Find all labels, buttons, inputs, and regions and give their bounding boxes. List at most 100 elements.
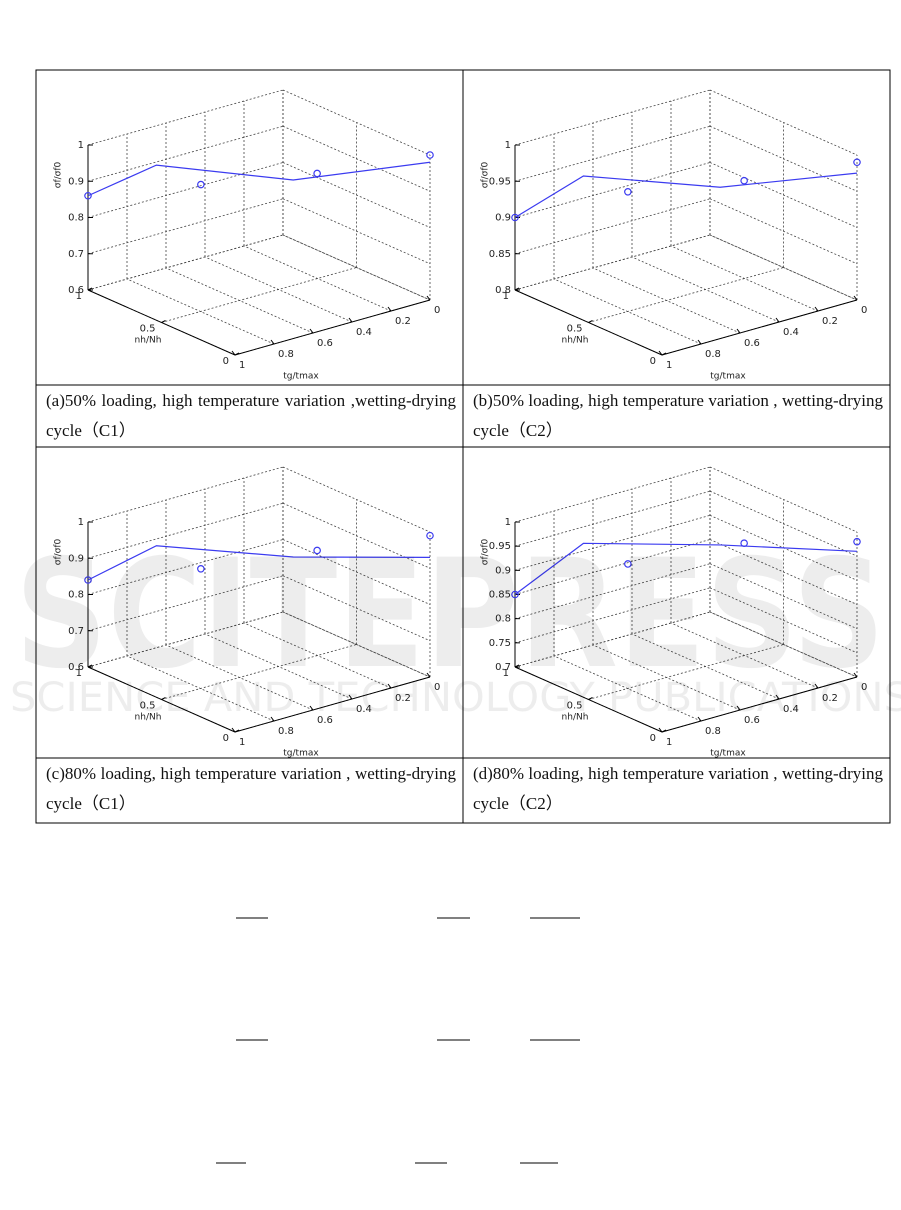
caption: (b)50% loading, high temperature variati… xyxy=(473,391,883,440)
x-tick-label: 0.6 xyxy=(317,715,333,726)
x-tick xyxy=(775,694,780,700)
grid-line xyxy=(87,502,284,559)
x-tick-label: 0.6 xyxy=(744,715,760,726)
chart: 0.60.70.80.9100.5100.20.40.60.81σf/σf0nh… xyxy=(54,466,440,759)
x-axis-label: tg/tmax xyxy=(283,749,319,759)
grid-line xyxy=(514,539,711,595)
z-tick-label: 1 xyxy=(78,140,84,151)
data-point xyxy=(313,546,321,555)
y-tick-label: 0 xyxy=(650,733,656,744)
chart: 0.70.750.80.850.90.95100.5100.20.40.60.8… xyxy=(481,466,867,759)
z-tick-label: 0.95 xyxy=(489,541,511,552)
x-tick xyxy=(736,328,741,334)
x-tick-label: 0.8 xyxy=(278,349,294,360)
y-tick-label: 1 xyxy=(76,668,82,679)
x-tick-label: 0 xyxy=(861,305,867,316)
x-tick xyxy=(387,683,392,689)
data-line xyxy=(514,542,858,595)
caption: (a)50% loading, high temperature variati… xyxy=(46,391,456,440)
grid-line xyxy=(514,125,711,182)
x-axis-label: tg/tmax xyxy=(283,372,319,382)
grid-line xyxy=(670,245,819,312)
data-line xyxy=(514,172,858,219)
chart: 0.80.850.90.95100.5100.20.40.60.81σf/σf0… xyxy=(481,89,867,382)
x-tick xyxy=(775,317,780,323)
y-tick xyxy=(161,320,166,323)
x-tick xyxy=(814,306,819,312)
y-tick xyxy=(161,697,166,700)
x-axis-label: tg/tmax xyxy=(710,372,746,382)
equation-fraction-bars xyxy=(216,917,580,1164)
data-line xyxy=(87,545,431,581)
y-tick-label: 1 xyxy=(503,291,509,302)
x-tick-label: 0.4 xyxy=(783,327,799,338)
caption: (c)80% loading, high temperature variati… xyxy=(46,764,456,813)
z-tick-label: 0.7 xyxy=(495,662,511,673)
data-point xyxy=(313,169,321,178)
grid-line xyxy=(87,89,284,146)
x-tick-label: 0 xyxy=(861,682,867,693)
x-tick-label: 0.2 xyxy=(822,693,838,704)
z-tick-label: 0.8 xyxy=(495,285,511,296)
y-tick-label: 0 xyxy=(223,733,229,744)
data-point xyxy=(624,560,632,568)
x-tick xyxy=(658,727,663,733)
data-point xyxy=(740,539,748,548)
grid-line xyxy=(87,162,284,218)
y-axis-label: nh/Nh xyxy=(562,713,589,723)
x-axis xyxy=(234,299,431,356)
grid-line xyxy=(87,198,284,255)
grid-line xyxy=(588,644,784,700)
z-tick-label: 0.9 xyxy=(495,213,511,224)
x-tick-label: 0.4 xyxy=(783,704,799,715)
y-tick xyxy=(87,664,93,668)
x-tick xyxy=(309,705,314,711)
data-point xyxy=(853,158,861,167)
y-axis-label: nh/Nh xyxy=(135,713,162,723)
z-tick-label: 0.85 xyxy=(489,590,511,601)
grid-line xyxy=(670,622,819,689)
caption: (d)80% loading, high temperature variati… xyxy=(473,764,883,813)
z-tick-label: 0.6 xyxy=(68,285,84,296)
z-axis-label: σf/σf0 xyxy=(481,161,491,188)
y-tick xyxy=(234,352,240,356)
y-tick xyxy=(514,664,520,668)
grid-line xyxy=(514,563,711,620)
x-axis xyxy=(661,299,858,356)
x-tick-label: 1 xyxy=(239,360,245,371)
grid-line xyxy=(243,622,392,689)
x-tick xyxy=(231,350,236,356)
data-point xyxy=(740,176,748,185)
x-tick-label: 1 xyxy=(239,737,245,748)
x-tick-label: 0.2 xyxy=(395,316,411,327)
data-point xyxy=(84,576,92,584)
grid-line xyxy=(514,587,711,644)
grid-line xyxy=(87,234,284,291)
grid-line xyxy=(514,514,711,571)
z-tick-label: 0.85 xyxy=(489,249,511,260)
x-tick xyxy=(309,328,314,334)
data-point xyxy=(426,531,434,540)
z-tick-label: 0.6 xyxy=(68,662,84,673)
z-tick-label: 0.9 xyxy=(68,176,84,187)
y-tick xyxy=(234,729,240,733)
y-tick xyxy=(588,320,593,323)
y-tick xyxy=(514,287,520,291)
y-axis-label: nh/Nh xyxy=(562,336,589,346)
x-tick-label: 0.8 xyxy=(705,726,721,737)
data-point xyxy=(853,537,861,546)
grid-line xyxy=(514,611,711,668)
grid-line xyxy=(514,490,711,547)
grid-line xyxy=(87,539,284,595)
data-point xyxy=(197,564,205,573)
x-tick xyxy=(853,672,858,678)
y-tick-label: 1 xyxy=(76,291,82,302)
x-tick xyxy=(270,339,275,345)
x-tick-label: 0.8 xyxy=(278,726,294,737)
grid-line xyxy=(514,198,711,255)
data-line xyxy=(87,161,431,197)
grid-line xyxy=(514,234,711,291)
x-tick xyxy=(697,339,702,345)
z-tick-label: 1 xyxy=(505,517,511,528)
